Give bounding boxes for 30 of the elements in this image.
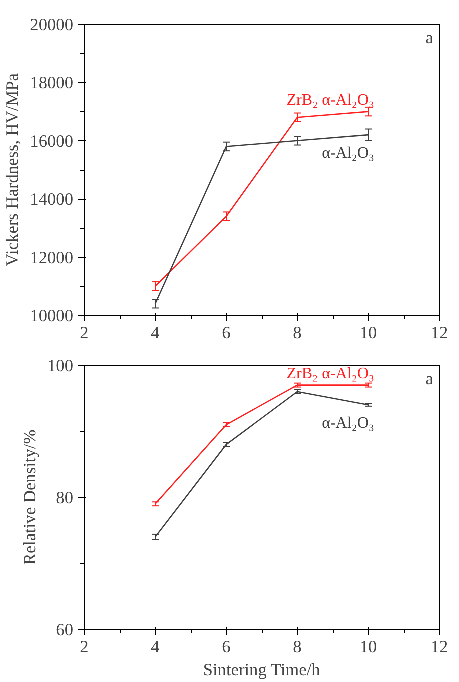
y-tick-label: 80 [56, 488, 74, 508]
y-tick-label: 10000 [30, 306, 74, 326]
y-tick-label: 16000 [30, 132, 74, 151]
x-tick-label: 6 [222, 638, 232, 656]
x-tick-label: 8 [293, 324, 302, 342]
annotation: a [426, 370, 434, 388]
x-tick-label: 10 [360, 638, 378, 656]
x-tick-label: 2 [80, 324, 89, 342]
series-label: α-Al₂O₃ [322, 415, 374, 432]
x-tick-label: 2 [80, 638, 89, 656]
series-label: ZrB₂ α-Al₂O₃ [286, 92, 375, 109]
y-axis-title: Vickers Hardness, HV/MPa [3, 73, 22, 266]
series-label: α-Al₂O₃ [322, 145, 374, 162]
x-tick-label: 12 [430, 638, 448, 656]
y-tick-label: 18000 [30, 74, 74, 93]
y-tick-label: 20000 [30, 16, 74, 34]
x-tick-label: 6 [222, 324, 232, 342]
x-tick-label: 10 [360, 324, 378, 342]
x-tick-label: 4 [151, 638, 160, 656]
annotation: a [426, 28, 434, 48]
x-tick-label: 8 [293, 638, 302, 656]
y-tick-label: 60 [56, 620, 74, 640]
x-tick-label: 4 [151, 324, 160, 342]
y-tick-label: 14000 [30, 190, 74, 210]
y-tick-label: 100 [48, 356, 74, 376]
series-label: ZrB₂ α-Al₂O₃ [286, 365, 375, 382]
x-tick-label: 12 [430, 324, 448, 342]
y-axis-title: Relative Density/% [20, 430, 40, 566]
x-axis-title: Sintering Time/h [203, 660, 321, 680]
y-tick-label: 12000 [30, 248, 74, 268]
